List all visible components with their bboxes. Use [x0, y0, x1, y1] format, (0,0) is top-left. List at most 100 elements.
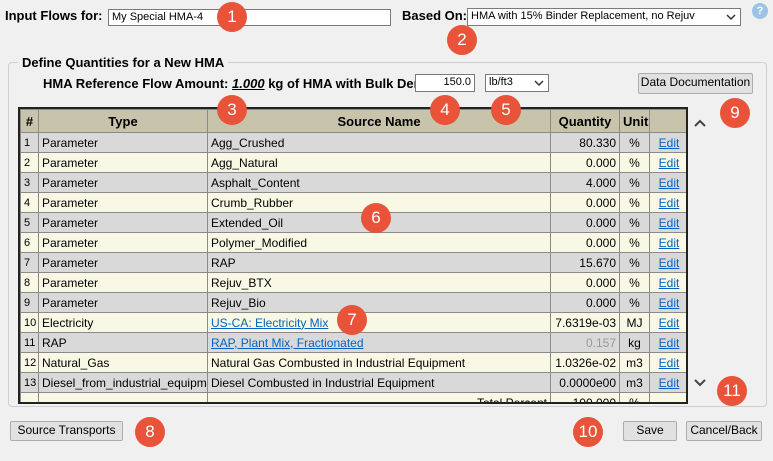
data-doc-button[interactable]: Data Documentation [638, 73, 753, 94]
source-name: Agg_Natural [211, 155, 278, 170]
type-cell: Parameter [38, 252, 208, 273]
edit-link[interactable]: Edit [658, 255, 680, 270]
quantity-cell: 0.000 [550, 192, 620, 213]
edit-link[interactable]: Edit [658, 215, 680, 230]
source-name: Natural Gas Combusted in Industrial Equi… [211, 355, 466, 370]
input-label: Input Flows for: [5, 8, 103, 23]
cancel-button[interactable]: Cancel/Back [686, 421, 762, 441]
action-cell: Edit [649, 292, 686, 313]
edit-link[interactable]: Edit [658, 295, 680, 310]
source-cell: Polymer_Modified [207, 232, 551, 253]
row-number: 6 [20, 232, 39, 253]
action-cell: Edit [649, 252, 686, 273]
table-row: 10 Electricity US-CA: Electricity Mix 7.631… [20, 312, 686, 333]
row-number: 9 [20, 292, 39, 313]
table-row: 2 Parameter Agg_Natural 0.000% Edit [20, 152, 686, 173]
unit-cell: % [619, 232, 650, 253]
column-header: Type [38, 109, 208, 133]
chevron [534, 80, 544, 87]
quantity-cell: 4.000 [550, 172, 620, 193]
row-number: 3 [20, 172, 39, 193]
source-name: Extended_Oil [211, 215, 284, 230]
row-number: 11 [20, 332, 39, 353]
unit-cell: % [619, 132, 650, 153]
unit-cell: % [619, 152, 650, 173]
annotation-badge: 11 [717, 376, 747, 406]
name-input[interactable]: My Special HMA-4 [108, 9, 391, 26]
empty-cell [38, 392, 208, 402]
column-header: Quantity [550, 109, 620, 133]
unit-value: lb/ft3 [489, 76, 513, 88]
table-row: 9 Parameter Rejuv_Bio 0.000% Edit [20, 292, 686, 313]
annotation-badge: 7 [337, 305, 367, 335]
edit-link[interactable]: Edit [658, 235, 680, 250]
section-title: Define Quantities for a New HMA [18, 55, 229, 70]
annotation-badge: 9 [720, 98, 750, 128]
edit-link[interactable]: Edit [658, 315, 680, 330]
quantity-cell: 7.6319e-03 [550, 312, 620, 333]
ref-amount: 1.000 [232, 76, 265, 91]
unit-cell: kg [619, 332, 650, 353]
source-transports-button[interactable]: Source Transports [10, 421, 123, 441]
source-name: Agg_Crushed [211, 135, 285, 150]
quantity-cell: 0.157 [550, 332, 620, 353]
table-row: 13 Diesel_from_industrial_equipment Diesel… [20, 372, 686, 393]
quantity-cell: 0.000 [550, 272, 620, 293]
source-cell: Natural Gas Combusted in Industrial Equi… [207, 352, 551, 373]
density-input[interactable]: 150.0 [415, 74, 475, 92]
annotation-badge: 3 [217, 95, 247, 125]
chevron [726, 14, 736, 21]
ref-line: HMA Reference Flow Amount: 1.000 kg of H… [43, 76, 448, 91]
ref-prefix: HMA Reference Flow Amount: [43, 76, 229, 91]
action-cell: Edit [649, 372, 686, 393]
unit-select[interactable]: lb/ft3 [485, 74, 549, 92]
table-row: 8 Parameter Rejuv_BTX 0.000% Edit [20, 272, 686, 293]
header-row: # Type Source Name Quantity Unit [20, 109, 686, 133]
row-number: 13 [20, 372, 39, 393]
annotation-badge: 8 [135, 417, 165, 447]
quantity-cell: 0.000 [550, 212, 620, 233]
row-number: 12 [20, 352, 39, 373]
action-cell: Edit [649, 272, 686, 293]
empty-cell [20, 392, 39, 402]
unit-cell: % [619, 192, 650, 213]
source-cell: RAP, Plant Mix, Fractionated [207, 332, 551, 353]
edit-link[interactable]: Edit [658, 355, 680, 370]
edit-link[interactable]: Edit [658, 135, 680, 150]
source-name: Rejuv_BTX [211, 275, 272, 290]
help-icon[interactable]: ? [752, 3, 768, 19]
unit-cell: % [619, 252, 650, 273]
type-cell: RAP [38, 332, 208, 353]
edit-link[interactable]: Edit [658, 155, 680, 170]
table-frame: # Type Source Name Quantity Unit 1 Parameter A… [18, 107, 688, 404]
type-cell: Parameter [38, 292, 208, 313]
annotation-badge: 5 [491, 95, 521, 125]
action-cell: Edit [649, 192, 686, 213]
based-on-select[interactable]: HMA with 15% Binder Replacement, no Reju… [467, 8, 741, 26]
edit-link[interactable]: Edit [658, 335, 680, 350]
quantity-cell: 0.000 [550, 292, 620, 313]
type-cell: Parameter [38, 272, 208, 293]
edit-link[interactable]: Edit [658, 375, 680, 390]
source-name[interactable]: US-CA: Electricity Mix [211, 315, 329, 330]
total-label: Total Percent [207, 392, 551, 402]
scrollbar[interactable] [690, 107, 710, 403]
action-cell: Edit [649, 332, 686, 353]
quantity-cell: 0.000 [550, 152, 620, 173]
source-name: Asphalt_Content [211, 175, 300, 190]
edit-link[interactable]: Edit [658, 195, 680, 210]
row-number: 5 [20, 212, 39, 233]
source-name[interactable]: RAP, Plant Mix, Fractionated [211, 335, 364, 350]
source-name: Polymer_Modified [211, 235, 308, 250]
column-header [649, 109, 686, 133]
source-cell: RAP [207, 252, 551, 273]
edit-link[interactable]: Edit [658, 275, 680, 290]
save-button[interactable]: Save [623, 421, 677, 441]
quantity-cell: 80.330 [550, 132, 620, 153]
quantity-cell: 15.670 [550, 252, 620, 273]
total-unit: % [619, 392, 650, 402]
based-on-label: Based On: [402, 8, 468, 23]
edit-link[interactable]: Edit [658, 175, 680, 190]
row-number: 7 [20, 252, 39, 273]
empty-cell [649, 392, 686, 402]
